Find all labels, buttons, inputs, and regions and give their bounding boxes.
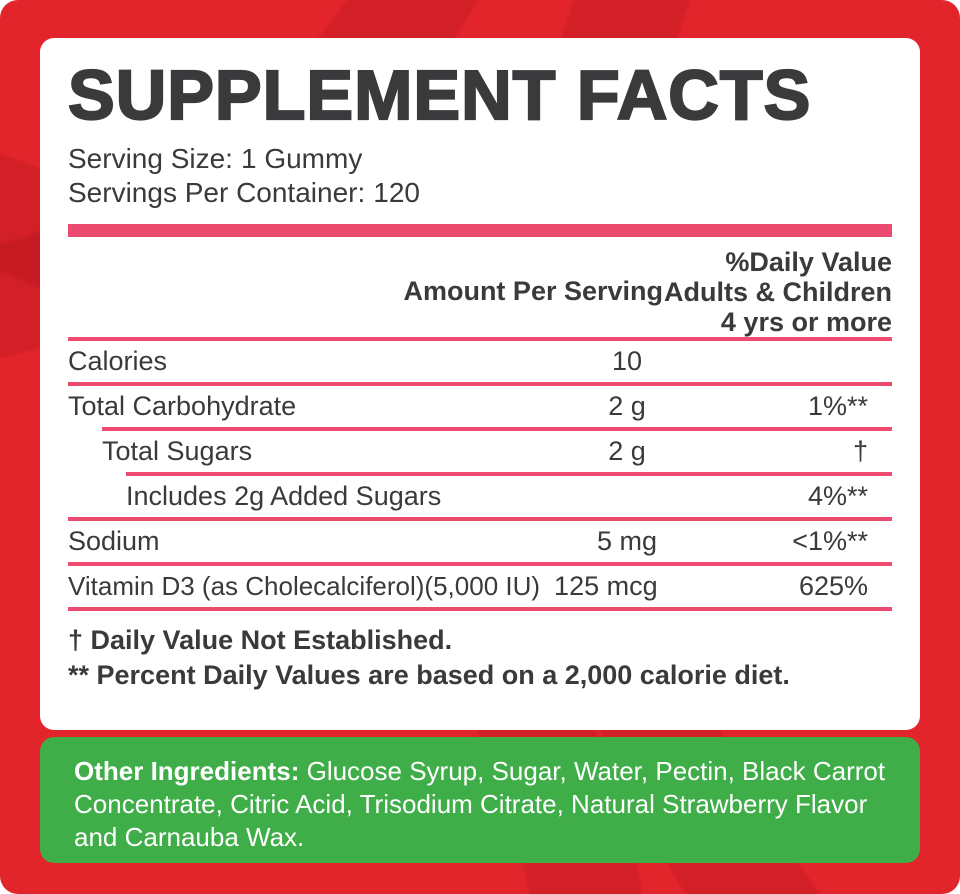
other-ingredients-text: Other Ingredients: Glucose Syrup, Sugar,… [74,755,886,854]
table-row-added-sugars: Includes 2g Added Sugars 4%** [68,476,892,517]
daily-value-header-line3: 4 yrs or more [720,307,892,337]
row-amount: 5 mg [596,526,658,556]
row-divider [68,607,892,611]
row-daily-value: 625% [798,571,868,601]
row-name: Calories [68,346,168,376]
table-row-sodium: Sodium 5 mg <1%** [68,521,892,562]
row-daily-value: 4%** [807,481,868,511]
row-name: Total Sugars [102,436,253,466]
row-divider [68,382,892,386]
other-ingredients-panel: Other Ingredients: Glucose Syrup, Sugar,… [40,737,920,863]
row-amount: 2 g [608,391,646,421]
panel-title: SUPPLEMENT FACTS [67,56,812,134]
footnote-percent-daily-values: ** Percent Daily Values are based on a 2… [68,660,790,690]
serving-size-line: Serving Size: 1 Gummy [68,142,892,176]
row-daily-value: † [852,436,868,466]
daily-value-header-line2: Adults & Children [664,277,892,307]
row-divider [68,562,892,566]
table-row-total-carbohydrate: Total Carbohydrate 2 g 1%** [68,386,892,427]
row-divider [102,427,892,431]
row-name: Includes 2g Added Sugars [126,481,442,511]
row-divider [68,337,892,341]
table-row-vitamin-d3: Vitamin D3 (as Cholecalciferol)(5,000 IU… [68,566,892,607]
row-name: Total Carbohydrate [68,391,297,421]
servings-per-container-value: 120 [373,177,420,208]
row-divider [126,472,892,476]
column-header-amount-per-serving: Amount Per Serving [403,276,663,306]
thick-divider-bar [68,224,892,237]
footnote-daily-value: † Daily Value Not Established. [68,625,453,655]
other-ingredients-label: Other Ingredients: [74,756,300,786]
column-header-daily-value: %Daily Value Adults & Children 4 yrs or … [664,247,892,337]
table-header: Amount Per Serving %Daily Value Adults &… [68,245,892,337]
servings-per-container-line: Servings Per Container: 120 [68,176,892,210]
servings-per-container-label: Servings Per Container: [68,177,366,208]
row-name: Vitamin D3 (as Cholecalciferol)(5,000 IU… [68,571,541,601]
table-row-total-sugars: Total Sugars 2 g † [68,431,892,472]
daily-value-header-line1: %Daily Value [725,247,892,277]
row-name: Sodium [68,526,160,556]
serving-size-value: 1 Gummy [240,143,363,174]
row-amount: 2 g [608,436,646,466]
serving-size-label: Serving Size: [68,143,233,174]
row-amount: 10 [611,346,643,376]
other-ingredients-list: Glucose Syrup, Sugar, Water, Pectin, Bla… [74,756,886,852]
serving-info: Serving Size: 1 Gummy Servings Per Contai… [68,142,892,210]
footnotes: † Daily Value Not Established. ** Percen… [68,623,892,693]
row-daily-value: 1%** [807,391,868,421]
table-row-calories: Calories 10 [68,341,892,382]
row-daily-value: <1%** [792,526,868,556]
row-amount: 125 mcg [554,571,658,601]
supplement-facts-panel: SUPPLEMENT FACTS Serving Size: 1 Gummy Se… [40,38,920,730]
row-divider [68,517,892,521]
